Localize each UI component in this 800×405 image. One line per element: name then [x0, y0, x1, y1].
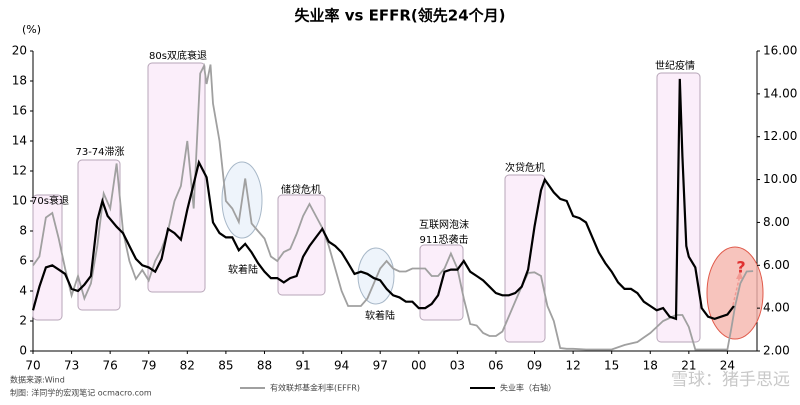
y2-tick-label: 4.00 [763, 301, 790, 315]
annotation: 80s双底衰退 [149, 49, 207, 62]
annotation: 软着陆 [228, 263, 258, 276]
y-unit: (%) [22, 23, 41, 36]
y-tick-label: 4 [19, 284, 27, 298]
y-tick-label: 16 [12, 104, 27, 118]
x-tick-label: 76 [103, 359, 118, 373]
x-tick-label: 00 [411, 359, 426, 373]
y-tick-label: 2 [19, 314, 27, 328]
x-tick-label: 03 [450, 359, 465, 373]
x-tick-label: 82 [180, 359, 195, 373]
watermark: 雪球：猪手思远 [671, 370, 790, 390]
y2-tick-label: 6.00 [763, 258, 790, 272]
annotation: 互联网泡沫 [419, 218, 469, 231]
annotation: 73-74滞涨 [75, 146, 124, 158]
y2-tick-label: 2.00 [763, 344, 790, 358]
annotation: 世纪疫情 [655, 59, 695, 72]
annotation: 911恐袭击 [419, 234, 468, 246]
event-box [277, 194, 326, 296]
x-tick-label: 97 [373, 359, 388, 373]
legend-label: 失业率（右轴） [500, 383, 556, 393]
y-tick-label: 0 [19, 344, 27, 358]
x-tick-label: 21 [681, 359, 696, 373]
y2-tick-label: 14.00 [763, 86, 797, 100]
y2-tick-label: 8.00 [763, 215, 790, 229]
y-tick-label: 6 [19, 254, 27, 268]
credit: 制图: 洋同学的宏观笔记 ocmacro.com [10, 388, 152, 398]
annotation: 软着陆 [365, 309, 395, 322]
y-tick-label: 12 [12, 164, 27, 178]
x-tick-label: 70 [25, 359, 40, 373]
x-tick-label: 15 [604, 359, 619, 373]
event-ellipse [706, 246, 764, 340]
annotation: 次贷危机 [505, 161, 545, 174]
x-tick-label: 73 [64, 359, 79, 373]
source: 数据来源:Wind [10, 375, 65, 385]
event-ellipse [357, 247, 395, 305]
x-tick-label: 18 [643, 359, 658, 373]
legend-label: 有效联邦基金利率(EFFR) [270, 383, 360, 393]
annotation: 储贷危机 [281, 183, 321, 196]
y-tick-label: 10 [12, 194, 27, 208]
series-line [32, 63, 754, 351]
y2-tick-label: 16.00 [763, 44, 797, 58]
annotation: 70s衰退 [31, 194, 69, 207]
annotation: ? [736, 258, 745, 277]
x-tick-label: 24 [720, 359, 735, 373]
event-box [147, 62, 206, 293]
x-tick-label: 12 [565, 359, 580, 373]
x-tick-label: 88 [257, 359, 272, 373]
x-tick-label: 79 [141, 359, 156, 373]
x-tick-label: 85 [218, 359, 233, 373]
y-tick-label: 20 [12, 44, 27, 58]
y-tick-label: 18 [12, 74, 27, 88]
y2-tick-label: 12.00 [763, 129, 797, 143]
y-tick-label: 8 [19, 224, 27, 238]
x-tick-label: 91 [295, 359, 310, 373]
chart-title: 失业率 vs EFFR(领先24个月) [294, 7, 505, 25]
x-tick-label: 06 [488, 359, 503, 373]
x-tick-label: 09 [527, 359, 542, 373]
series-line [31, 78, 735, 321]
y-tick-label: 14 [12, 134, 27, 148]
x-tick-label: 94 [334, 359, 349, 373]
y2-tick-label: 10.00 [763, 172, 797, 186]
event-box [32, 194, 63, 321]
